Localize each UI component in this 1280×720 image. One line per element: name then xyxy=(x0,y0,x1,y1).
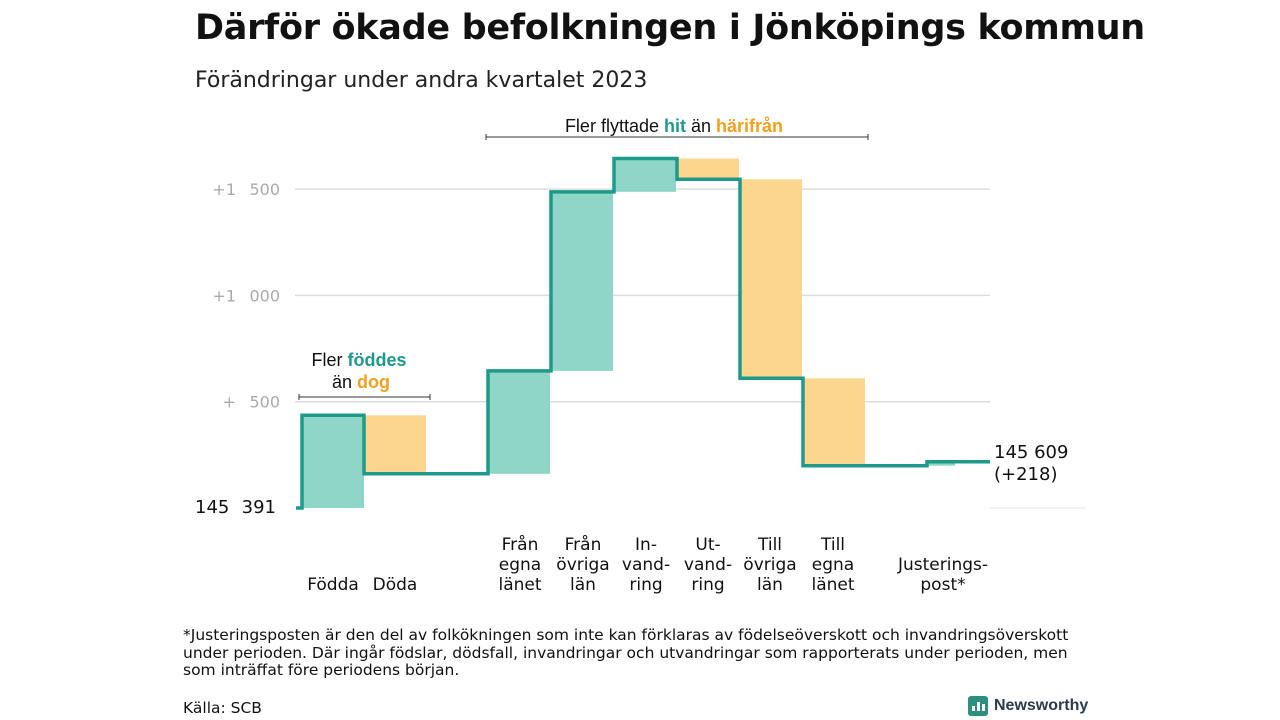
x-category-label: övriga xyxy=(556,555,609,575)
x-category-label: post* xyxy=(920,575,965,595)
bar xyxy=(302,415,364,508)
logo-text: Newsworthy xyxy=(994,697,1089,714)
bar xyxy=(614,158,676,192)
y-tick-label: 500 xyxy=(249,180,280,199)
x-category-label: övriga xyxy=(743,555,796,575)
x-category-label: Till xyxy=(757,535,782,555)
annotation-bracket xyxy=(485,134,869,140)
x-category-label: vand- xyxy=(622,555,670,575)
x-category-label: egna xyxy=(812,555,854,575)
y-tick-label: 000 xyxy=(249,286,280,305)
x-category-label: Döda xyxy=(373,575,418,595)
x-category-label: ring xyxy=(629,575,662,595)
annotation-natural: än dog xyxy=(332,372,390,392)
bar xyxy=(488,370,550,474)
x-category-label: vand- xyxy=(684,555,732,575)
y-tick-label: +1 xyxy=(212,180,236,199)
bar xyxy=(803,378,865,466)
x-category-label: länet xyxy=(498,575,541,595)
y-tick-label: +1 xyxy=(212,286,236,305)
x-category-label: egna xyxy=(499,555,541,575)
bar xyxy=(927,461,955,466)
x-category-label: län xyxy=(570,575,596,595)
annotation-bracket xyxy=(298,394,431,400)
x-category-label: Ut- xyxy=(695,535,720,555)
x-category-label: Justerings- xyxy=(897,555,988,575)
x-category-label: In- xyxy=(635,535,657,555)
x-category-label: län xyxy=(757,575,783,595)
bar xyxy=(364,415,426,474)
x-category-label: länet xyxy=(811,575,854,595)
cumulative-line xyxy=(296,156,990,510)
footnote: *Justeringsposten är den del av folkökni… xyxy=(183,626,1069,679)
bar xyxy=(551,191,613,371)
x-category-label: ring xyxy=(691,575,724,595)
x-category-label: Från xyxy=(565,534,602,555)
bar xyxy=(677,158,739,180)
bar xyxy=(740,179,802,379)
x-category-label: Från xyxy=(502,534,539,555)
start-value-label: 391 xyxy=(242,497,276,518)
start-value-label: 145 xyxy=(195,497,229,518)
chart-subtitle: Förändringar under andra kvartalet 2023 xyxy=(195,68,648,93)
annotation-migration: Fler flyttade hit än härifrån xyxy=(565,116,783,136)
source: Källa: SCB xyxy=(183,699,262,717)
end-change-label: (+218) xyxy=(994,464,1057,485)
chart-title: Därför ökade befolkningen i Jönköpings k… xyxy=(195,8,1145,48)
bar-chart-icon xyxy=(968,696,988,716)
x-category-label: Födda xyxy=(307,575,359,595)
end-value-label: 145 609 xyxy=(994,442,1068,463)
x-category-label: Till xyxy=(820,535,845,555)
annotation-natural: Fler föddes xyxy=(311,350,406,370)
y-tick-label: 500 xyxy=(249,393,280,412)
y-tick-label: + xyxy=(223,393,236,412)
logo: Newsworthy xyxy=(968,696,1088,716)
